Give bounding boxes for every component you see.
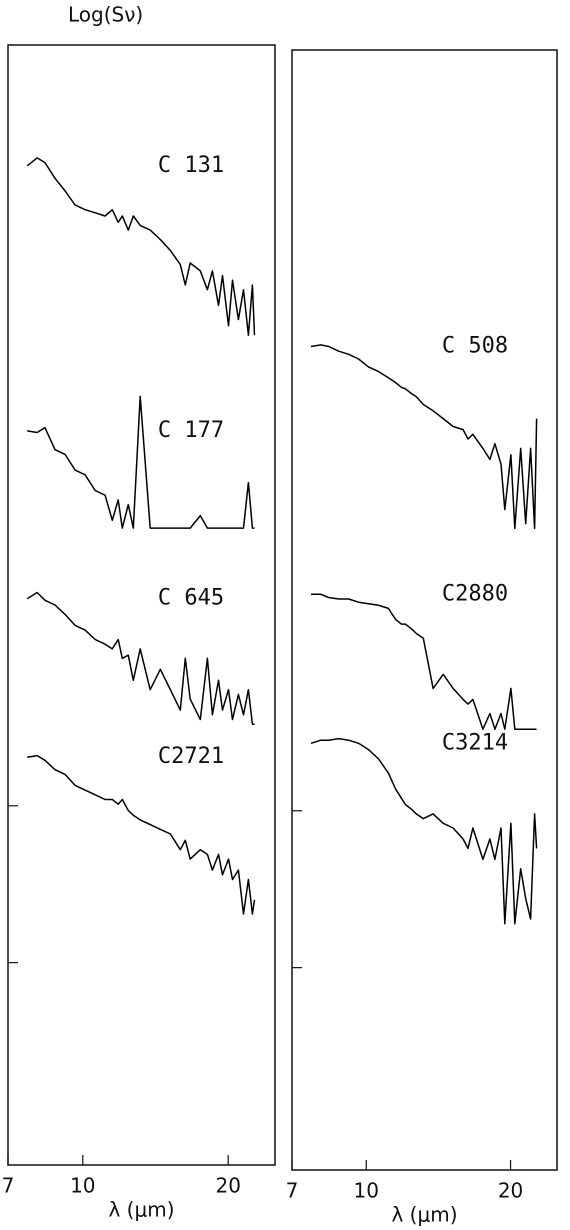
spectrum-line bbox=[310, 737, 538, 925]
x-tick-label: 10 bbox=[70, 1174, 95, 1198]
plot-frame bbox=[291, 49, 558, 1171]
spectrum-label: C 177 bbox=[158, 418, 224, 443]
spectrum-line bbox=[27, 754, 256, 915]
x-axis-label: λ (μm) bbox=[108, 1198, 174, 1222]
y-axis-label: Log(Sν) bbox=[68, 3, 143, 27]
spectrum-line bbox=[26, 591, 255, 725]
x-tick-label: 20 bbox=[215, 1174, 240, 1198]
spectrum-label: C3214 bbox=[442, 730, 508, 755]
spectrum-label: C2880 bbox=[442, 581, 508, 606]
x-tick-label: 20 bbox=[498, 1179, 523, 1203]
spectrum-line bbox=[310, 344, 538, 530]
x-tick-label: 7 bbox=[286, 1179, 299, 1203]
x-tick-label: 10 bbox=[354, 1179, 379, 1203]
x-tick-label: 7 bbox=[2, 1174, 15, 1198]
spectrum-line bbox=[27, 395, 255, 529]
spectrum-label: C 131 bbox=[158, 153, 224, 178]
x-axis-label: λ (μm) bbox=[391, 1203, 457, 1227]
spectrum-line bbox=[311, 593, 537, 730]
spectrum-label: C 645 bbox=[158, 586, 224, 611]
spectrum-line bbox=[26, 157, 256, 336]
spectrum-label: C2721 bbox=[158, 744, 224, 769]
spectrum-label: C 508 bbox=[442, 333, 508, 358]
plot-frame bbox=[7, 44, 276, 1166]
